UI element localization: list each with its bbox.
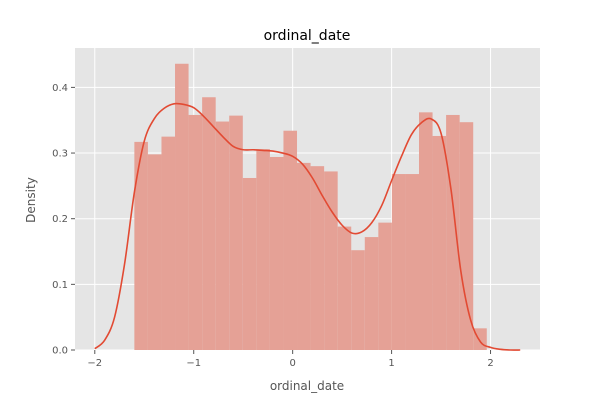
- histogram-bar: [202, 97, 216, 350]
- histogram-bar: [310, 166, 325, 350]
- x-tick-label: 1: [388, 358, 394, 369]
- histogram-bar: [188, 114, 203, 351]
- y-tick-label: 0.2: [52, 214, 68, 225]
- y-axis-ticks: 0.0 0.1 0.2 0.3 0.4: [52, 83, 75, 357]
- histogram-bar: [242, 177, 257, 350]
- histogram-bars: [134, 63, 487, 351]
- histogram-bar: [229, 115, 243, 351]
- histogram-bar: [269, 156, 284, 350]
- histogram-bar: [134, 141, 148, 350]
- x-axis-label: ordinal_date: [270, 379, 344, 393]
- y-tick-label: 0.3: [52, 149, 68, 160]
- y-tick-label: 0.1: [52, 280, 68, 291]
- chart-title: ordinal_date: [264, 28, 351, 44]
- histogram-bar: [391, 174, 406, 350]
- histogram-bar: [256, 149, 270, 350]
- histogram-bar: [446, 114, 460, 351]
- histogram-bar: [419, 112, 433, 350]
- y-tick-label: 0.0: [52, 346, 68, 357]
- histogram-bar: [161, 136, 176, 350]
- histogram-bar: [378, 222, 392, 350]
- histogram-bar: [175, 63, 189, 350]
- histogram-bar: [297, 162, 311, 350]
- histogram-bar: [432, 135, 447, 350]
- x-tick-label: −1: [186, 358, 201, 369]
- x-axis-ticks: −2 −1 0 1 2: [87, 350, 494, 369]
- histogram-bar: [147, 154, 162, 350]
- x-tick-label: 0: [289, 358, 295, 369]
- x-tick-label: 2: [487, 358, 493, 369]
- x-tick-label: −2: [87, 358, 102, 369]
- kde-line: [94, 102, 521, 351]
- histogram-bar: [324, 171, 338, 350]
- y-axis-label: Density: [24, 177, 38, 223]
- histogram-bar: [364, 237, 379, 350]
- histogram-bar: [459, 122, 474, 351]
- histogram-bar: [337, 226, 352, 350]
- histogram-bar: [405, 174, 420, 350]
- histogram-bar: [351, 250, 365, 350]
- y-tick-label: 0.4: [52, 83, 68, 94]
- histogram-bar: [215, 121, 230, 351]
- histogram-bar: [283, 130, 298, 350]
